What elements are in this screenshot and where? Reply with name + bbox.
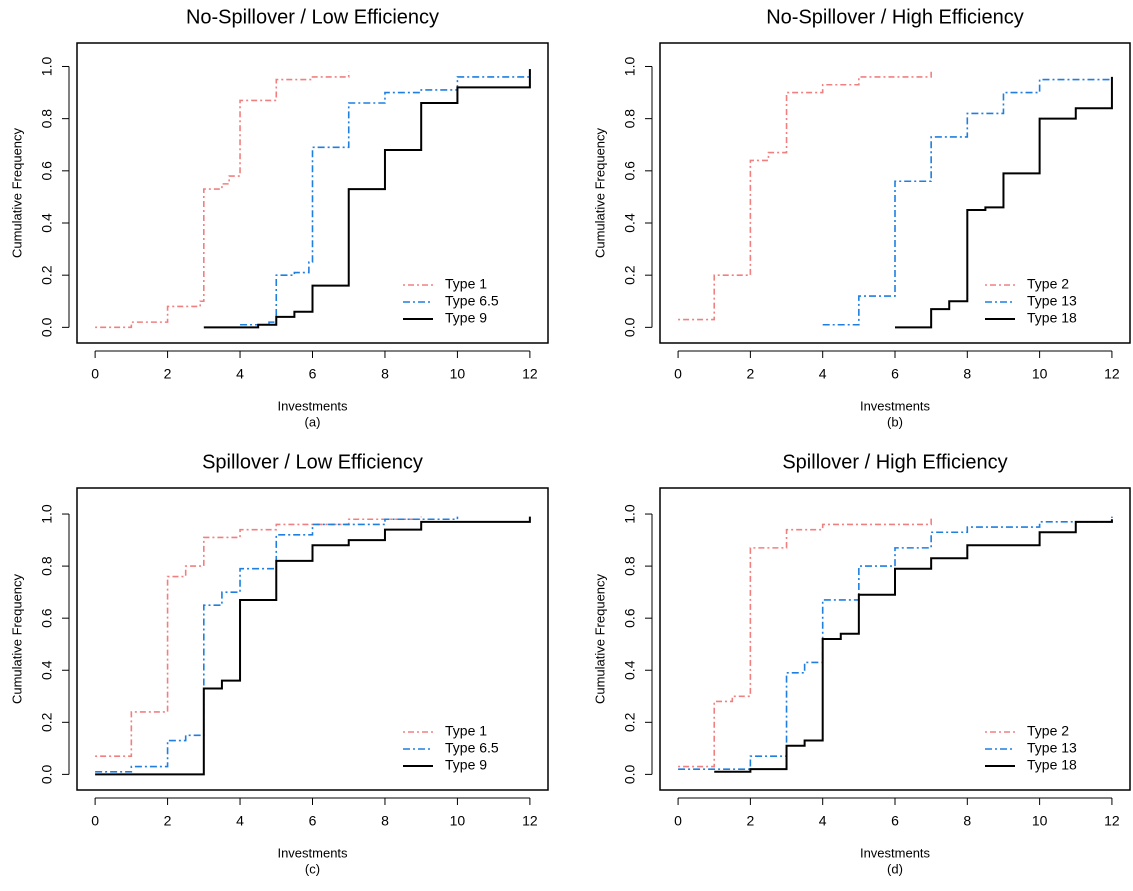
- y-tick-label: 0.4: [39, 660, 55, 680]
- y-tick-label: 1.0: [622, 504, 638, 524]
- y-tick-label: 0.8: [39, 109, 55, 129]
- y-axis-label: Cumulative Frequency: [9, 573, 24, 704]
- x-tick-label: 12: [522, 813, 538, 829]
- y-tick-label: 0.0: [622, 317, 638, 337]
- legend-label: Type 2: [1027, 276, 1069, 292]
- legend-label: Type 9: [445, 757, 487, 773]
- x-tick-label: 2: [164, 813, 172, 829]
- legend-label: Type 13: [1027, 740, 1077, 756]
- x-tick-label: 0: [91, 813, 99, 829]
- caption: (a): [305, 414, 321, 429]
- caption: (b): [887, 414, 903, 429]
- step-line: [95, 516, 531, 776]
- step-line: [822, 74, 1113, 326]
- legend-label: Type 1: [445, 723, 487, 739]
- chart-title: No-Spillover / Low Efficiency: [186, 6, 439, 28]
- x-tick-label: 8: [963, 366, 971, 382]
- x-tick-label: 10: [1032, 366, 1048, 382]
- legend-label: Type 2: [1027, 723, 1069, 739]
- y-tick-label: 0.0: [39, 764, 55, 784]
- x-tick-label: 6: [309, 366, 317, 382]
- y-tick-label: 0.2: [39, 265, 55, 285]
- legend-label: Type 9: [445, 310, 487, 326]
- y-tick-label: 0.6: [39, 608, 55, 628]
- plot-frame: [659, 42, 1131, 344]
- y-tick-label: 0.0: [622, 764, 638, 784]
- x-tick-label: 2: [746, 366, 754, 382]
- y-tick-label: 0.4: [39, 213, 55, 233]
- x-axis-label: Investments: [860, 398, 931, 413]
- x-axis-label: Investments: [277, 398, 348, 413]
- x-tick-label: 4: [236, 813, 244, 829]
- y-tick-label: 0.8: [622, 109, 638, 129]
- y-tick-label: 0.2: [39, 712, 55, 732]
- x-tick-label: 10: [450, 813, 466, 829]
- y-axis-label: Cumulative Frequency: [592, 127, 607, 258]
- chart-title: Spillover / Low Efficiency: [202, 451, 423, 473]
- y-axis-label: Cumulative Frequency: [592, 573, 607, 704]
- step-line: [895, 76, 1113, 329]
- x-tick-label: 12: [1104, 366, 1120, 382]
- legend-label: Type 13: [1027, 293, 1077, 309]
- step-line: [95, 516, 422, 757]
- legend-label: Type 18: [1027, 757, 1077, 773]
- caption: (c): [305, 861, 320, 876]
- x-tick-label: 8: [381, 813, 389, 829]
- y-tick-label: 0.8: [622, 556, 638, 576]
- legend-label: Type 6.5: [445, 740, 499, 756]
- legend-label: Type 18: [1027, 310, 1077, 326]
- y-tick-label: 1.0: [39, 504, 55, 524]
- plot-frame: [76, 42, 549, 344]
- y-axis-label: Cumulative Frequency: [9, 127, 24, 258]
- x-tick-label: 6: [891, 813, 899, 829]
- x-tick-label: 4: [819, 813, 827, 829]
- x-tick-label: 6: [309, 813, 317, 829]
- x-axis-label: Investments: [277, 845, 348, 860]
- y-tick-label: 1.0: [622, 57, 638, 77]
- step-line: [95, 71, 350, 329]
- y-tick-label: 0.8: [39, 556, 55, 576]
- x-tick-label: 4: [236, 366, 244, 382]
- step-line: [678, 71, 932, 321]
- step-line: [203, 69, 531, 329]
- x-tick-label: 2: [746, 813, 754, 829]
- step-line: [678, 516, 932, 768]
- x-tick-label: 10: [450, 366, 466, 382]
- step-line: [714, 519, 1113, 773]
- y-tick-label: 0.2: [622, 712, 638, 732]
- x-tick-label: 0: [674, 366, 682, 382]
- x-tick-label: 2: [164, 366, 172, 382]
- y-tick-label: 0.2: [622, 265, 638, 285]
- x-tick-label: 10: [1032, 813, 1048, 829]
- chart-title: Spillover / High Efficiency: [782, 451, 1007, 473]
- y-tick-label: 0.6: [39, 161, 55, 181]
- legend-label: Type 1: [445, 276, 487, 292]
- plot-frame: [659, 487, 1131, 791]
- x-tick-label: 0: [674, 813, 682, 829]
- x-tick-label: 12: [522, 366, 538, 382]
- y-tick-label: 1.0: [39, 57, 55, 77]
- y-tick-label: 0.6: [622, 608, 638, 628]
- y-tick-label: 0.6: [622, 161, 638, 181]
- y-tick-label: 0.4: [622, 660, 638, 680]
- x-tick-label: 8: [963, 813, 971, 829]
- chart-title: No-Spillover / High Efficiency: [766, 6, 1024, 28]
- x-tick-label: 0: [91, 366, 99, 382]
- y-tick-label: 0.0: [39, 317, 55, 337]
- y-tick-label: 0.4: [622, 213, 638, 233]
- step-line: [95, 516, 459, 773]
- x-tick-label: 8: [381, 366, 389, 382]
- caption: (d): [887, 861, 903, 876]
- x-tick-label: 6: [891, 366, 899, 382]
- legend-label: Type 6.5: [445, 293, 499, 309]
- step-line: [240, 69, 531, 326]
- x-tick-label: 4: [819, 366, 827, 382]
- x-tick-label: 12: [1104, 813, 1120, 829]
- plot-frame: [76, 487, 549, 791]
- x-axis-label: Investments: [860, 845, 931, 860]
